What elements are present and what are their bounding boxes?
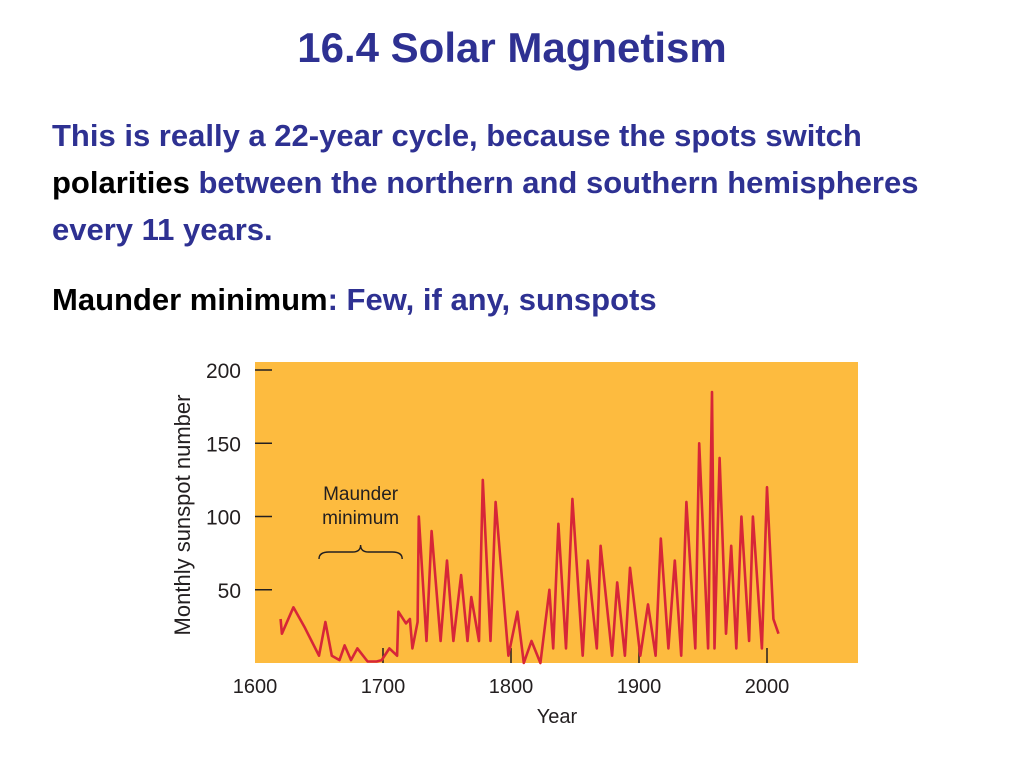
slide-title: 16.4 Solar Magnetism [297,24,727,71]
cycle-explanation-part1: This is really a 22-year cycle, because … [52,118,862,153]
x-tick-label: 2000 [745,676,790,698]
y-axis-label: Monthly sunspot number [170,395,195,636]
y-tick-label: 200 [206,360,241,383]
maunder-brace [318,544,403,560]
x-tick-label: 1700 [361,676,406,698]
maunder-term: Maunder minimum [52,282,328,317]
y-tick-label: 100 [206,507,241,530]
x-axis: 1600 1700 1800 1900 2000 [233,648,790,698]
annotation-label-line1: Maunder [323,484,399,505]
cycle-explanation-part2: between the northern and southern hemisp… [52,165,919,247]
x-tick-label: 1900 [617,676,662,698]
y-tick-label: 50 [218,580,241,603]
polarities-term: polarities [52,165,190,200]
sunspot-series-line [279,390,780,665]
x-tick-label: 1600 [233,676,278,698]
maunder-description: : Few, if any, sunspots [327,282,657,317]
y-axis: 50 100 150 200 [206,360,272,603]
maunder-definition: Maunder minimum: Few, if any, sunspots [52,278,657,322]
x-axis-label: Year [537,706,578,728]
plot-area [255,362,858,663]
cycle-explanation: This is really a 22-year cycle, because … [52,112,992,253]
y-tick-label: 150 [206,433,241,456]
annotation-label-line2: minimum [322,508,399,529]
maunder-annotation: Maunder minimum [318,484,403,560]
x-tick-label: 1800 [489,676,534,698]
